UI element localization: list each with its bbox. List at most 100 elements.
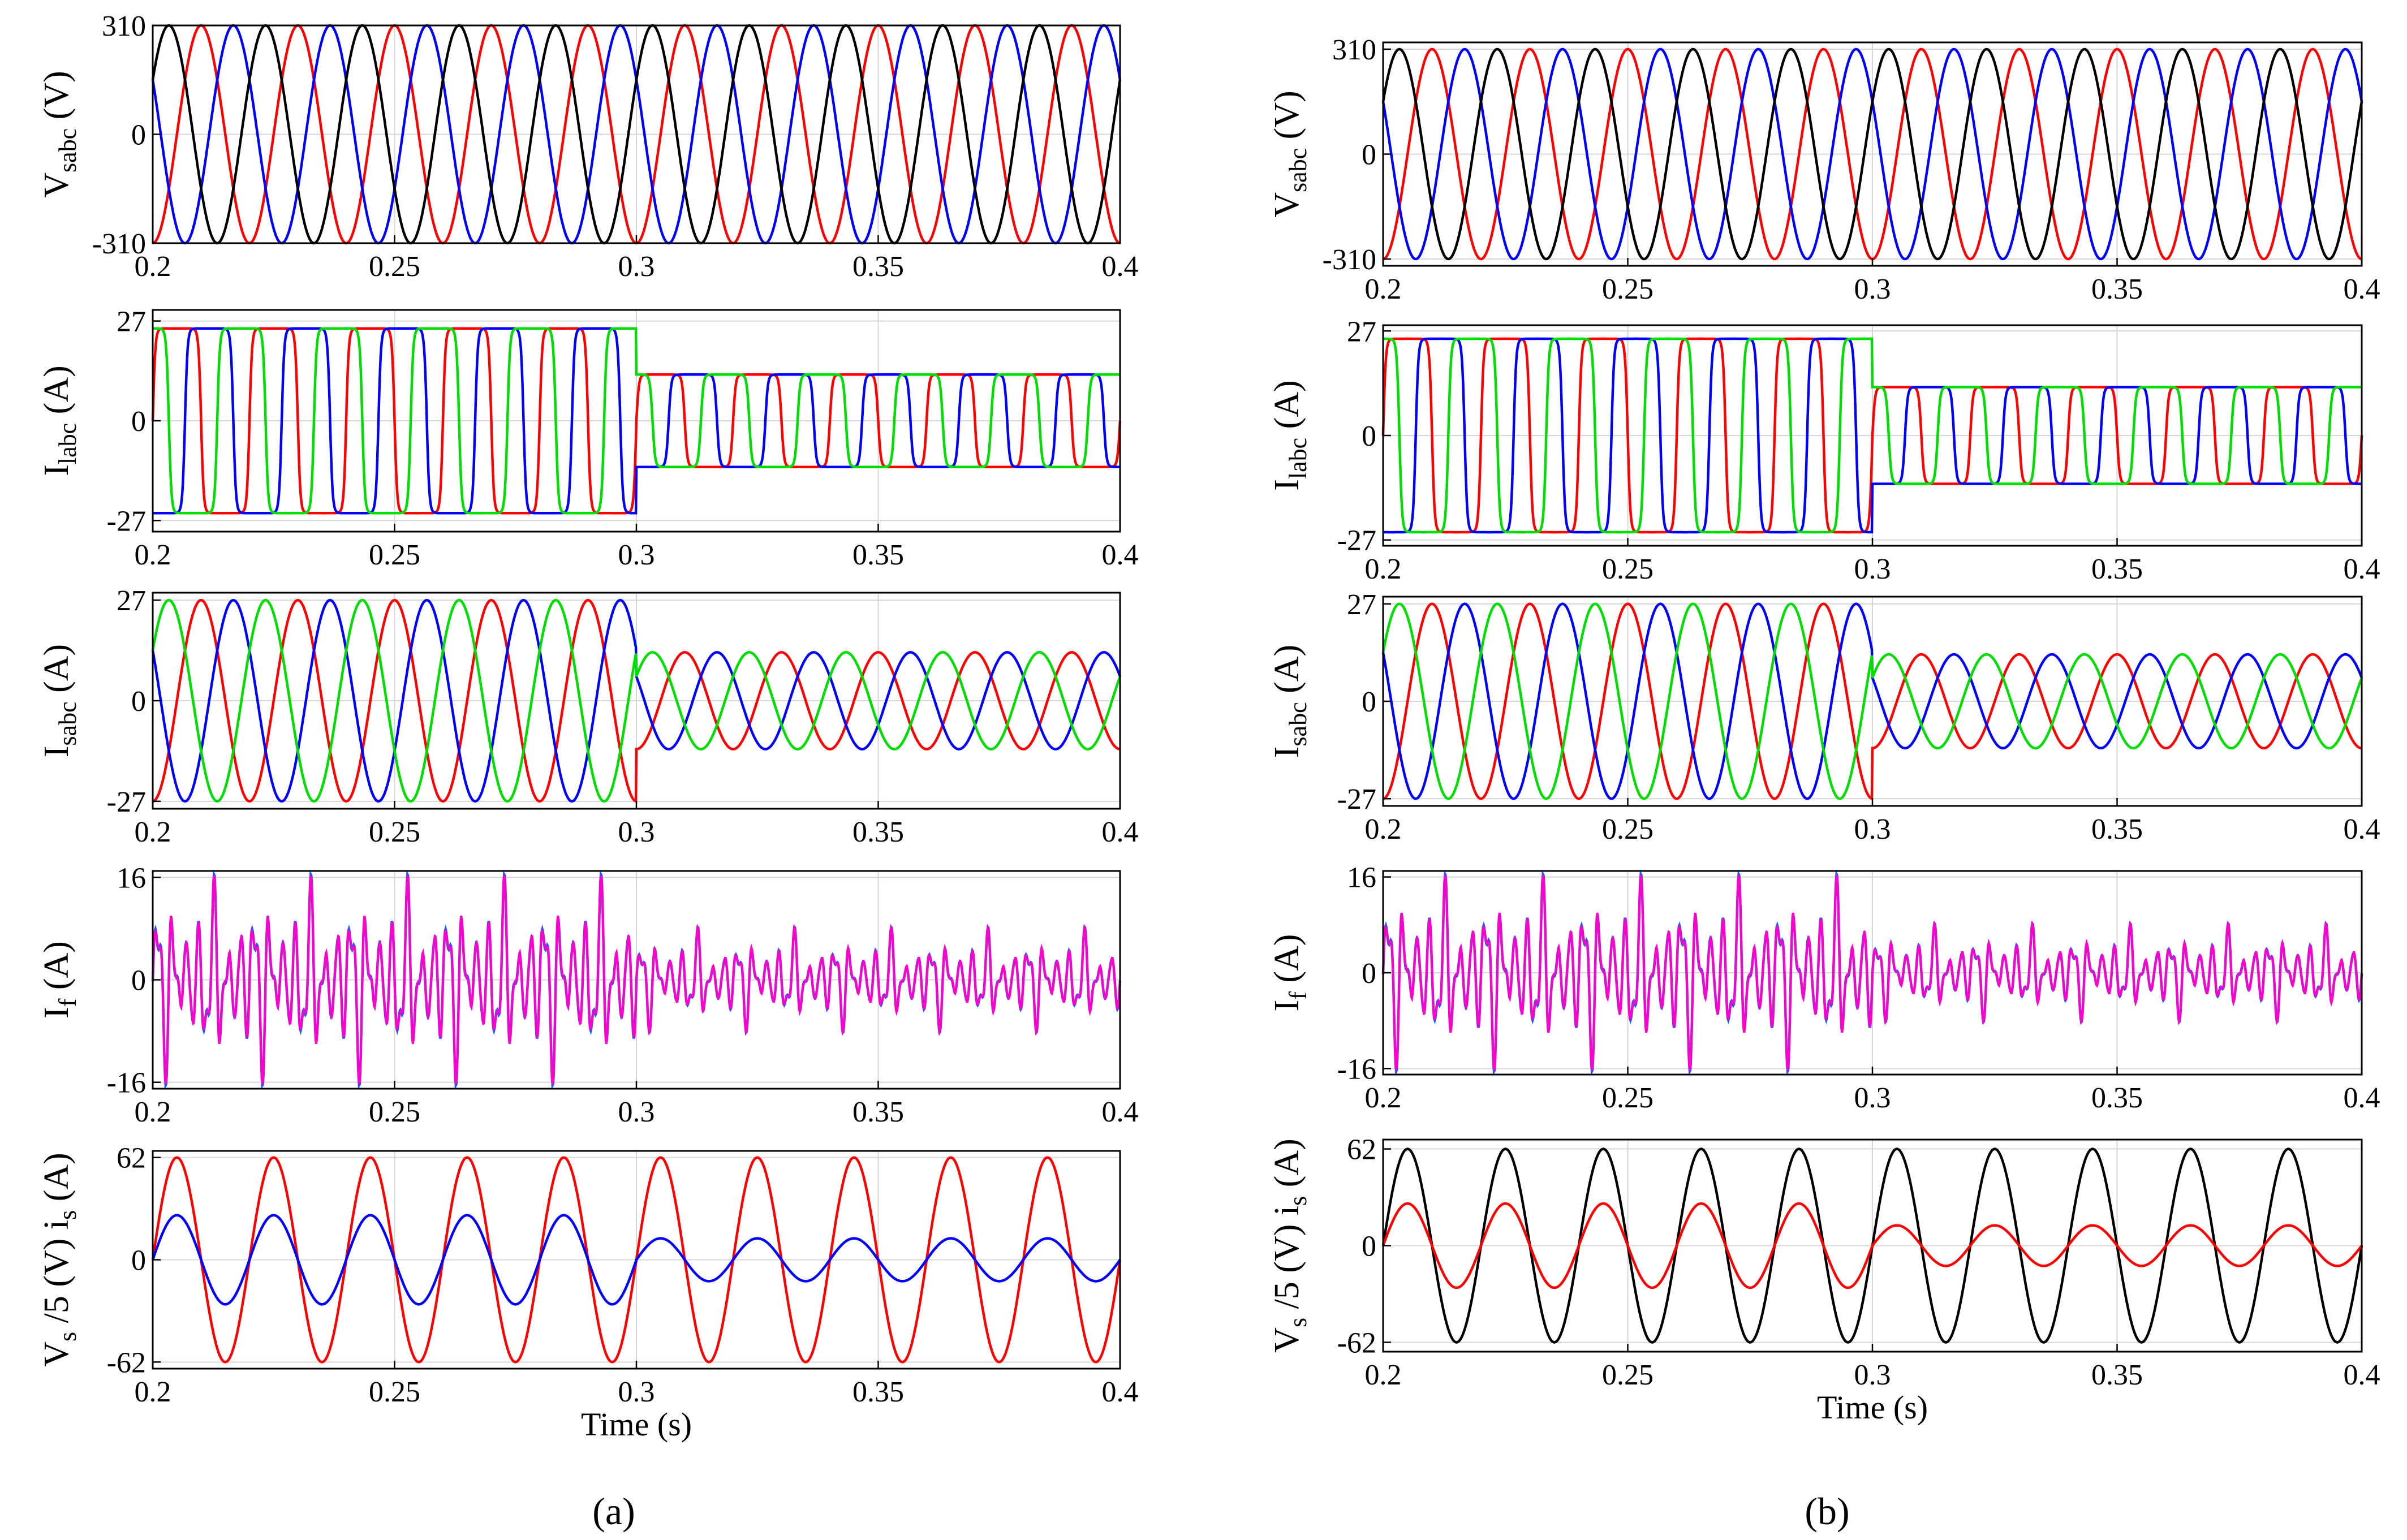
y-tick-label: -310 xyxy=(92,228,146,260)
subplot-a-5: 0.2 0.25 0.3 0.35 0.4 62 0 -62 Vs /5 (V) is (A) T… xyxy=(37,1142,1139,1443)
x-tick-label: 0.2 xyxy=(135,1096,171,1128)
x-tick-label: 0.25 xyxy=(1602,813,1654,846)
y-tick-label: 62 xyxy=(117,1142,146,1175)
x-tick-label: 0.25 xyxy=(1602,1359,1654,1391)
y-tick-label: -27 xyxy=(107,505,146,537)
y-tick-label: 0 xyxy=(1362,420,1376,452)
series-line-is xyxy=(1381,1202,2363,1289)
y-tick-label: 27 xyxy=(1347,589,1376,621)
y-tick-label: -310 xyxy=(1323,244,1376,276)
y-tick-label: 310 xyxy=(1332,34,1376,66)
subplot-a-3: 0.2 0.25 0.3 0.35 0.4 27 0 -27 Isabc (A) xyxy=(37,585,1139,848)
y-tick-label: 0 xyxy=(1362,686,1376,718)
subplot-b-5: 0.2 0.25 0.3 0.35 0.4 62 0 -62 Vs /5 (V) is (A) T… xyxy=(1268,1134,2380,1426)
y-tick-label: 0 xyxy=(131,685,146,718)
y-tick-label: 27 xyxy=(117,585,146,617)
x-tick-label: 0.35 xyxy=(2091,1359,2143,1391)
x-tick-label: 0.3 xyxy=(618,251,655,283)
y-tick-label: 0 xyxy=(131,119,146,152)
x-tick-label: 0.2 xyxy=(135,251,171,283)
y-tick-label: -27 xyxy=(1337,525,1376,557)
x-tick-label: 0.35 xyxy=(852,1376,904,1408)
series-line-if-actual xyxy=(1382,875,2363,1071)
x-tick-label: 0.2 xyxy=(135,539,171,571)
y-tick-label: -62 xyxy=(1337,1327,1376,1359)
x-tick-label: 0.25 xyxy=(1602,273,1654,305)
x-tick-label: 0.3 xyxy=(1854,273,1891,305)
y-axis-label: Vsabc (V) xyxy=(37,71,81,198)
y-axis-label: Vsabc (V) xyxy=(1268,90,1312,218)
x-tick-label: 0.25 xyxy=(369,816,420,848)
subplot-a-1: 0.2 0.25 0.3 0.35 0.4 310 0 -310 Vsabc (V) xyxy=(37,10,1139,283)
x-tick-label: 0.35 xyxy=(2091,813,2143,846)
y-tick-label: 62 xyxy=(1347,1134,1376,1166)
x-tick-label: 0.25 xyxy=(369,251,420,283)
x-tick-label: 0.35 xyxy=(852,1096,904,1128)
x-tick-label: 0.3 xyxy=(618,539,655,571)
series-line-ila xyxy=(151,327,1122,515)
x-tick-label: 0.3 xyxy=(618,1096,655,1128)
x-tick-label: 0.3 xyxy=(1854,1082,1891,1114)
y-tick-label: -27 xyxy=(107,786,146,818)
series-line-ilc xyxy=(153,327,1120,515)
x-tick-label: 0.4 xyxy=(1102,816,1139,848)
x-tick-label: 0.4 xyxy=(2344,553,2380,585)
series-line-ilb xyxy=(1383,337,2362,534)
x-tick-label: 0.25 xyxy=(369,539,420,571)
x-axis-title: Time (s) xyxy=(1817,1389,1928,1426)
x-tick-label: 0.4 xyxy=(2344,1082,2380,1114)
y-axis-label: Vs /5 (V) is (A) xyxy=(37,1153,81,1367)
y-axis-label: Isabc (A) xyxy=(1268,645,1312,758)
subplot-a-2: 0.2 0.25 0.3 0.35 0.4 27 0 -27 Ilabc (A) xyxy=(37,306,1139,571)
x-tick-label: 0.3 xyxy=(1854,1359,1891,1391)
y-tick-label: -16 xyxy=(1337,1053,1376,1085)
series-line-if-actual xyxy=(152,875,1121,1085)
x-tick-label: 0.35 xyxy=(852,251,904,283)
plots-layer: 0.2 0.25 0.3 0.35 0.4 310 0 -310 Vsabc (V) 0.2 0.2… xyxy=(37,10,2380,1443)
x-tick-label: 0.25 xyxy=(369,1376,420,1408)
x-tick-label: 0.4 xyxy=(1102,1096,1139,1128)
x-tick-label: 0.25 xyxy=(369,1096,420,1128)
subplot-a-4: 0.2 0.25 0.3 0.35 0.4 16 0 -16 If (A) xyxy=(37,862,1139,1128)
x-tick-label: 0.2 xyxy=(1365,553,1402,585)
panel-label-b: (b) xyxy=(1805,1490,1849,1533)
y-tick-label: 16 xyxy=(1347,862,1376,894)
x-tick-label: 0.4 xyxy=(2344,273,2380,305)
y-tick-label: 0 xyxy=(131,406,146,438)
x-tick-label: 0.2 xyxy=(1365,813,1402,846)
y-axis-label: If (A) xyxy=(37,941,81,1019)
y-tick-label: 0 xyxy=(1362,957,1376,990)
x-tick-label: 0.2 xyxy=(135,1376,171,1408)
x-tick-label: 0.2 xyxy=(1365,1359,1402,1391)
x-tick-label: 0.3 xyxy=(1854,813,1891,846)
y-tick-label: 27 xyxy=(1347,316,1376,348)
x-tick-label: 0.4 xyxy=(2344,813,2380,846)
x-tick-label: 0.25 xyxy=(1602,1082,1654,1114)
x-tick-label: 0.35 xyxy=(852,539,904,571)
x-tick-label: 0.35 xyxy=(2091,1082,2143,1114)
y-axis-label: Ilabc (A) xyxy=(37,365,81,476)
y-tick-label: -62 xyxy=(107,1347,146,1379)
y-tick-label: 0 xyxy=(1362,139,1376,171)
x-tick-label: 0.2 xyxy=(135,816,171,848)
series-line-isc xyxy=(1381,602,2363,800)
subplot-b-2: 0.2 0.25 0.3 0.35 0.4 27 0 -27 Ilabc (A) xyxy=(1268,316,2380,585)
y-tick-label: 27 xyxy=(117,306,146,338)
subplot-b-1: 0.2 0.25 0.3 0.35 0.4 310 0 -310 Vsabc (V) xyxy=(1268,34,2380,305)
x-tick-label: 0.2 xyxy=(1365,1082,1402,1114)
x-tick-label: 0.35 xyxy=(2091,553,2143,585)
series-line-ilc xyxy=(1383,337,2362,534)
x-tick-label: 0.35 xyxy=(2091,273,2143,305)
series-line-ila xyxy=(1381,337,2363,534)
x-tick-label: 0.25 xyxy=(1602,553,1654,585)
subplot-b-4: 0.2 0.25 0.3 0.35 0.4 16 0 -16 If (A) xyxy=(1268,862,2380,1114)
panel-label-a: (a) xyxy=(592,1490,635,1533)
y-tick-label: -16 xyxy=(107,1067,146,1099)
x-axis-title: Time (s) xyxy=(581,1406,692,1443)
y-axis-label: Vs /5 (V) is (A) xyxy=(1268,1138,1312,1353)
y-tick-label: 0 xyxy=(1362,1231,1376,1263)
x-tick-label: 0.3 xyxy=(618,1376,655,1408)
x-tick-label: 0.35 xyxy=(852,816,904,848)
x-tick-label: 0.4 xyxy=(1102,251,1139,283)
